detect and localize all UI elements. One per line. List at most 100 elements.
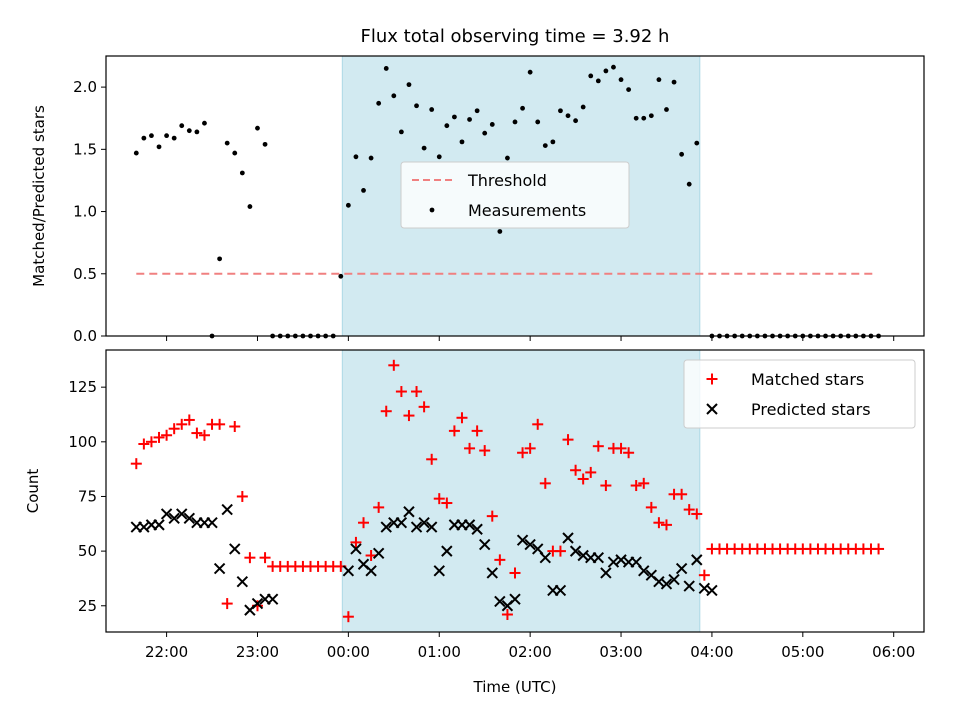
matched-star-point [236, 490, 248, 502]
measurement-point [671, 79, 677, 85]
matched-star-point [365, 549, 377, 561]
measurement-point [641, 115, 647, 121]
predicted-star-point [471, 523, 483, 535]
predicted-star-point [266, 593, 279, 605]
top-legend: Threshold Measurements [400, 161, 630, 229]
measurement-points [133, 64, 881, 339]
predicted-star-point [509, 593, 521, 605]
x-tick-label: 06:00 [872, 643, 915, 661]
predicted-star-point [638, 565, 650, 577]
predicted-star-point [683, 580, 695, 592]
cross-stroke [236, 576, 249, 588]
bottom-y-axis-label: Count [24, 469, 42, 514]
matched-star-point [244, 552, 256, 564]
matched-star-point [214, 418, 226, 430]
measurement-point [565, 113, 571, 119]
predicted-star-point [691, 554, 703, 566]
measurement-point [247, 204, 253, 209]
predicted-star-point [418, 516, 430, 529]
matched-star-point [630, 480, 642, 492]
matched-star-point [600, 480, 612, 492]
bottom-y-tick-label: 125 [68, 378, 97, 396]
cross-stroke [607, 556, 620, 568]
bottom-x-ticks: 22:00 23:00 00:00 01:00 02:00 03:00 04:00 05:00… [145, 632, 915, 661]
cross-stroke [138, 521, 150, 533]
measurement-point [421, 145, 427, 151]
matched-star-point [486, 510, 498, 522]
top-y-tick-label: 0.0 [73, 327, 97, 345]
matched-star-point [683, 504, 695, 516]
measurement-point [679, 151, 685, 157]
measurements-legend-sample [429, 207, 435, 213]
measurement-point [224, 140, 230, 146]
x-tick-label: 01:00 [418, 643, 461, 661]
predicted-star-point [675, 562, 688, 575]
x-tick-label: 03:00 [599, 643, 642, 661]
measurement-point [232, 150, 238, 156]
predicted-star-point [660, 578, 673, 590]
cross-stroke [463, 519, 476, 531]
bottom-legend: Matched stars Predicted stars [683, 359, 916, 429]
predicted-star-point [441, 545, 453, 557]
predicted-star-point [569, 545, 582, 557]
cross-stroke [494, 595, 506, 608]
measurement-point [383, 66, 389, 71]
cross-stroke [206, 516, 218, 529]
top-y-tick-label: 1.5 [73, 140, 97, 158]
matched-star-point [517, 447, 529, 459]
measurement-point [414, 103, 419, 109]
cross-stroke [471, 523, 483, 535]
predicted-star-point [229, 543, 241, 555]
matched-star-point [221, 598, 233, 610]
matched-star-point [660, 519, 672, 531]
cross-stroke [562, 532, 574, 544]
matched-star-point [168, 423, 180, 435]
predicted-star-point [213, 562, 226, 575]
predicted-star-point [236, 576, 249, 588]
matched-star-point [433, 493, 445, 505]
matched-star-point [570, 464, 582, 476]
cross-stroke [380, 521, 392, 533]
cross-stroke [539, 551, 552, 564]
x-tick-label: 04:00 [690, 643, 733, 661]
cross-stroke [630, 556, 642, 568]
predicted-star-point [698, 582, 711, 594]
measurement-point [164, 133, 169, 139]
cross-stroke [251, 597, 264, 610]
measurement-point [239, 170, 245, 176]
measurement-point [262, 141, 268, 147]
matched-star-point [130, 458, 142, 470]
matched-star-point [653, 517, 665, 529]
predicted-star-point [160, 508, 173, 520]
matched-star-point [153, 431, 165, 443]
measurement-point [542, 143, 548, 149]
cross-stroke [569, 545, 582, 557]
measurement-point [664, 107, 669, 112]
cross-stroke [153, 519, 165, 531]
matched-star-point [577, 473, 589, 485]
measurement-point [194, 129, 200, 135]
predicted-star-point [365, 565, 377, 577]
matched-star-point [191, 427, 203, 439]
top-y-tick-label: 0.5 [73, 265, 97, 283]
matched-star-point [342, 611, 354, 623]
matched-star-point [464, 442, 476, 454]
predicted-star-point [554, 584, 567, 597]
measurement-point [171, 135, 177, 141]
measurement-point [186, 128, 192, 134]
measurement-point [694, 140, 700, 146]
measurement-point [520, 105, 525, 111]
cross-stroke [266, 593, 279, 605]
predicted-star-point [372, 547, 385, 560]
predicted-star-point [539, 551, 552, 564]
measurement-point [429, 107, 435, 112]
measurement-point [505, 155, 510, 161]
cross-stroke [600, 567, 612, 579]
predicted-star-point [516, 534, 529, 546]
cross-stroke [395, 516, 408, 529]
cross-stroke [183, 512, 196, 525]
measurement-point [398, 129, 404, 135]
cross-stroke [683, 580, 695, 592]
cross-stroke [410, 521, 423, 533]
x-tick-label: 00:00 [327, 643, 370, 661]
